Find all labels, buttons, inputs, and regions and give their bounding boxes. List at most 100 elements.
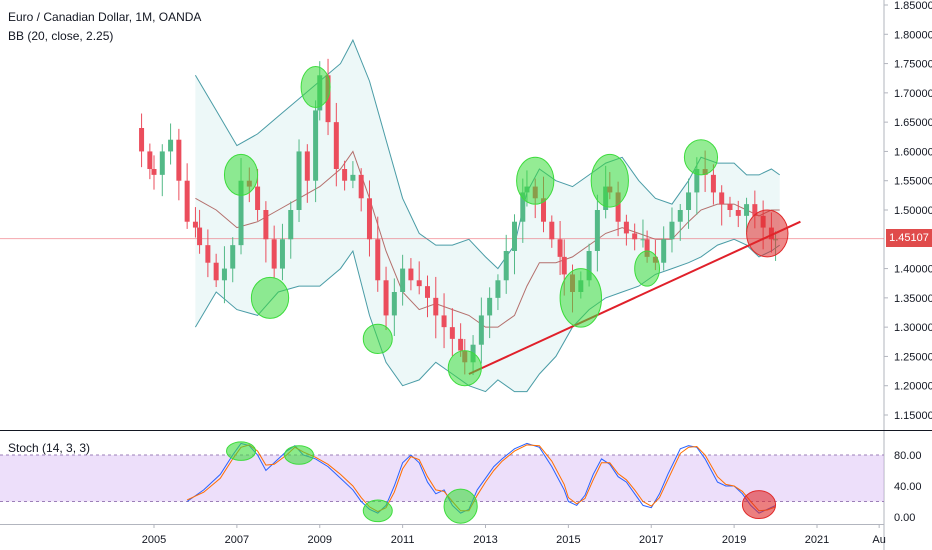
candle-body (433, 297, 439, 316)
candle-body (342, 169, 348, 181)
green-highlight-circle (223, 153, 259, 196)
green-stoch-circle (226, 441, 257, 461)
candle-body (221, 268, 227, 281)
candle-body (416, 280, 422, 287)
green-highlight-circle (559, 268, 603, 328)
price-tick-label: 1.35000 (894, 293, 932, 305)
candle-body (383, 280, 389, 316)
candle-body (557, 239, 563, 257)
candle-body (735, 210, 741, 216)
stoch-band (0, 455, 884, 502)
green-highlight-circle (683, 139, 719, 176)
candle-body (503, 251, 509, 281)
candle-body (230, 245, 236, 269)
candle-body (255, 186, 261, 210)
candle-body (719, 192, 725, 205)
candle-body (632, 233, 638, 240)
candle-body (541, 198, 547, 222)
time-tick-label: 2017 (639, 534, 663, 546)
time-tick-label: 2019 (722, 534, 746, 546)
candle-body (752, 204, 758, 216)
candle-body (176, 139, 182, 181)
price-tick-label: 1.30000 (894, 322, 932, 334)
price-tick-label: 1.60000 (894, 146, 932, 158)
chart-title: Euro / Canadian Dollar, 1M, OANDA (8, 10, 202, 24)
support-trendline (468, 220, 801, 375)
candle-body (184, 180, 190, 222)
candle-body (694, 169, 700, 193)
candle-body (205, 245, 211, 263)
candle-body (661, 239, 667, 263)
candle-body (159, 151, 165, 175)
candle-body (151, 169, 157, 175)
time-tick-label: 2015 (556, 534, 580, 546)
green-stoch-circle (284, 445, 315, 465)
candle-body (192, 221, 198, 228)
candle-body (615, 192, 621, 222)
candle-body (288, 210, 294, 240)
candle-body (586, 251, 592, 281)
price-tick-label: 1.70000 (894, 88, 932, 100)
candle-body (449, 327, 455, 339)
price-tick-label: 1.55000 (894, 176, 932, 188)
candle-body (333, 122, 339, 169)
candle-body (147, 151, 153, 169)
candle-body (304, 151, 310, 181)
price-tick-label: 1.20000 (894, 381, 932, 393)
candle-body (727, 204, 733, 210)
candle-body (400, 268, 406, 292)
candle-body (139, 128, 145, 152)
price-tick-label: 1.85000 (894, 0, 932, 12)
green-stoch-circle (362, 499, 393, 523)
time-tick-label: 2007 (225, 534, 249, 546)
green-stoch-circle (443, 488, 478, 524)
candle-body (408, 268, 414, 281)
bb-basis-line (195, 150, 780, 328)
candle-body (213, 262, 219, 281)
candle-body (313, 110, 319, 181)
time-tick-label: 2009 (308, 534, 332, 546)
price-tick-label: 1.25000 (894, 351, 932, 363)
price-tick-label: 1.40000 (894, 264, 932, 276)
time-tick-label: 2013 (473, 534, 497, 546)
red-stoch-circle (741, 490, 777, 520)
candle-body (424, 286, 430, 298)
candle-body (487, 297, 493, 316)
candle-body (677, 210, 683, 222)
bb-lower-line (194, 238, 780, 393)
candle-body (478, 315, 484, 345)
time-tick-label: 2021 (805, 534, 829, 546)
candle-body (640, 239, 646, 241)
candle-body (744, 204, 750, 216)
bollinger-bands-label: BB (20, close, 2.25) (8, 29, 114, 43)
candle-body (279, 239, 285, 269)
price-tick-label: 1.15000 (894, 410, 932, 422)
candle-body (686, 192, 692, 210)
green-highlight-circle (447, 350, 482, 387)
candle-body (458, 338, 464, 351)
price-tick-label: 1.80000 (894, 29, 932, 41)
candle-body (350, 174, 356, 181)
candle-body (197, 227, 203, 246)
candle-body (520, 192, 526, 222)
candle-body (495, 280, 501, 298)
candle-body (644, 239, 650, 257)
stoch-tick-label: 0.00 (894, 512, 915, 524)
price-tick-label: 1.50000 (894, 205, 932, 217)
last-price-tag: 1.45107 (886, 229, 932, 247)
green-highlight-circle (362, 323, 393, 355)
candle-body (358, 174, 364, 199)
green-highlight-circle (300, 66, 331, 108)
candle-body (366, 198, 372, 240)
candle-body (296, 151, 302, 210)
candle-body (623, 221, 629, 234)
candle-body (238, 180, 244, 246)
price-tick-label: 1.65000 (894, 117, 932, 129)
time-tick-label: 2011 (391, 534, 415, 546)
green-highlight-circle (590, 153, 629, 208)
stoch-tick-label: 40.00 (894, 481, 922, 493)
stoch-tick-label: 80.00 (894, 450, 922, 462)
candle-body (512, 221, 518, 251)
red-highlight-circle (746, 209, 789, 258)
